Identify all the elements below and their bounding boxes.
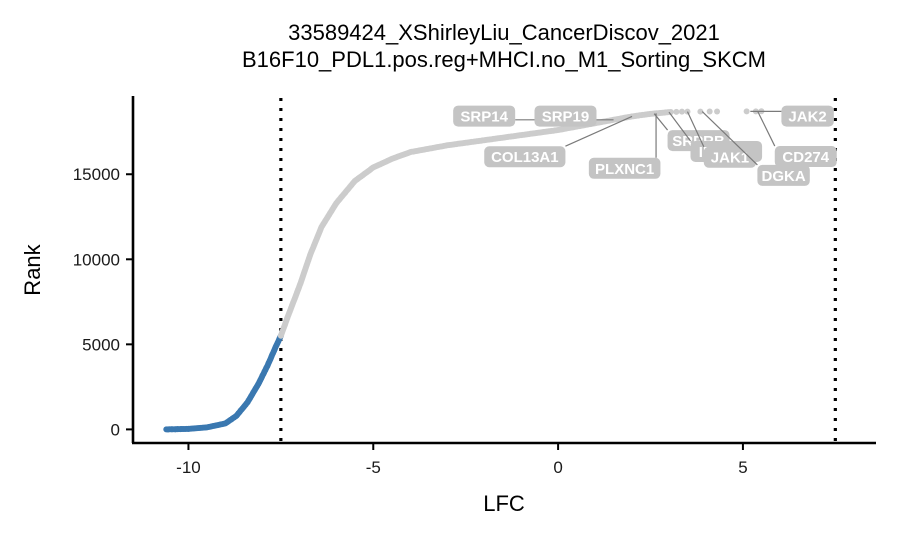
gene-label-jak2: JAK2 [750, 105, 834, 127]
x-axis-title: LFC [483, 491, 525, 516]
y-tick-label: 15000 [73, 165, 120, 184]
label-box [703, 146, 757, 168]
label-text: CD274 [782, 149, 829, 166]
label-leader-line [668, 111, 691, 142]
label-box [757, 164, 810, 186]
label-leader-line [686, 111, 705, 147]
gene-point [178, 426, 185, 433]
gene-point [743, 108, 750, 115]
label-box [588, 157, 661, 179]
gene-label-srp14: SRP14 [453, 105, 614, 127]
gene-label-plxnc1: PLXNC1 [588, 113, 661, 179]
gene-label-dgka: DGKA [701, 111, 810, 186]
y-tick-label: 0 [111, 420, 120, 439]
series-negative [163, 332, 284, 433]
y-tick-label: 10000 [73, 250, 120, 269]
y-axis-title: Rank [20, 243, 45, 295]
data-points [163, 108, 765, 433]
gene-point [185, 425, 192, 432]
gene-point [673, 108, 680, 115]
label-box [484, 146, 566, 168]
y-tick-label: 5000 [82, 335, 120, 354]
label-box [453, 105, 516, 127]
gene-labels: SRP14SRP19COL13A1SRPRBPLXNC1IFNGR2JAK1DG… [453, 105, 837, 186]
axes: -10 -5 0 5 0 5000 10000 15000 [73, 96, 876, 477]
gene-label-col13a1: COL13A1 [484, 115, 633, 168]
gene-point [714, 108, 721, 115]
gene-label-cd274: CD274 [757, 111, 837, 168]
label-text: JAK2 [788, 109, 826, 126]
gene-point [697, 108, 704, 115]
gene-label-jak1: JAK1 [686, 111, 757, 168]
label-leader-line [701, 111, 758, 166]
gene-point [678, 108, 685, 115]
x-tick-label: 0 [553, 458, 562, 477]
label-text: SRP19 [542, 109, 590, 126]
chart-subtitle: B16F10_PDL1.pos.reg+MHCI.no_M1_Sorting_S… [242, 47, 766, 72]
gene-label-srp19: SRP19 [534, 105, 597, 127]
label-box [774, 146, 837, 168]
x-tick-label: -10 [176, 458, 201, 477]
gene-point [706, 108, 713, 115]
label-text: DGKA [762, 168, 806, 185]
label-box [534, 105, 597, 127]
label-leader-line [565, 115, 633, 147]
x-tick-label: 5 [738, 458, 747, 477]
label-text: SRP14 [460, 109, 508, 126]
chart-title: 33589424_XShirleyLiu_CancerDiscov_2021 [288, 20, 720, 45]
label-leader-line [757, 111, 776, 147]
label-box [781, 105, 834, 127]
label-text: JAK1 [711, 150, 749, 167]
x-tick-label: -5 [366, 458, 381, 477]
label-text: PLXNC1 [595, 161, 654, 178]
label-text: COL13A1 [491, 149, 559, 166]
threshold-lines [279, 98, 837, 443]
